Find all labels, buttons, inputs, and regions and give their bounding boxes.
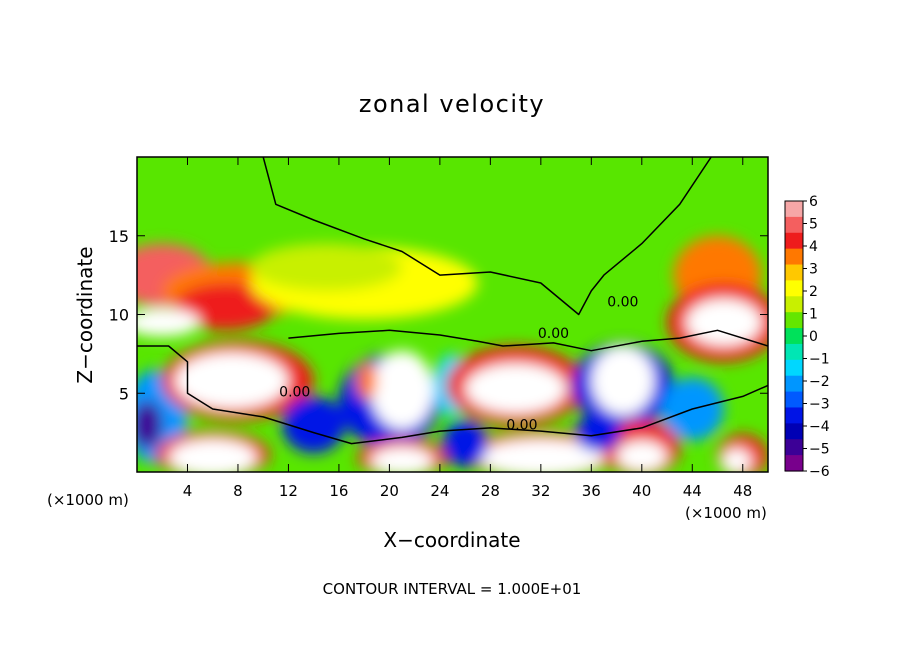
zero-contour-2 (288, 329, 768, 352)
contour-labels: 0.00 0.00 0.00 0.00 (279, 295, 638, 434)
zero-contour-1 (137, 345, 768, 445)
field-blob-5 (250, 243, 403, 291)
plot-area: 0.00 0.00 0.00 0.00 (137, 157, 768, 472)
zero-contour-0 (262, 157, 712, 316)
field-blob-13 (282, 396, 346, 454)
colorbar-swatch-4 (785, 264, 803, 282)
x-tick-label-40: 40 (632, 482, 651, 500)
contour-label-0: 0.00 (279, 384, 310, 400)
x-tick-label-44: 44 (683, 482, 702, 500)
colorbar-label-4: 2 (809, 284, 818, 300)
contour-label-2: 0.00 (538, 326, 569, 342)
colorbar-swatch-1 (785, 216, 803, 234)
colorbar-swatch-16 (785, 455, 803, 472)
colorbar-label-9: −3 (809, 397, 830, 413)
y-axis-label: Z−coordinate (73, 246, 97, 383)
x-tick-label-4: 4 (183, 482, 193, 500)
colorbar-swatch-12 (785, 391, 803, 409)
x-tick-label-32: 32 (531, 482, 550, 500)
y-tick-label-5: 5 (119, 384, 129, 403)
field-blob-12 (174, 352, 289, 409)
colorbar-label-3: 3 (809, 262, 818, 278)
colorbar-swatch-11 (785, 375, 803, 393)
colorbar-swatch-10 (785, 359, 803, 377)
zero-contours (137, 157, 768, 445)
y-tick-label-15: 15 (109, 227, 129, 246)
field-blob-34 (574, 413, 621, 452)
field-blob-26 (370, 446, 434, 472)
field-blob-2 (174, 283, 276, 331)
x-unit-left: (×1000 m) (47, 491, 129, 509)
colorbar-label-6: 0 (809, 329, 818, 345)
colorbar-label-7: −1 (809, 352, 830, 368)
field-blob-32 (721, 448, 752, 472)
chart-title: zonal velocity (359, 90, 545, 118)
colorbar-swatch-2 (785, 232, 803, 250)
x-tick-label-8: 8 (233, 482, 243, 500)
x-tick-label-16: 16 (329, 482, 348, 500)
x-axis-ticks: 4 8 12 16 20 24 28 32 36 40 44 48 (183, 157, 752, 500)
colorbar-swatch-7 (785, 312, 803, 329)
colorbar-swatch-6 (785, 296, 803, 313)
x-tick-label-28: 28 (481, 482, 500, 500)
field-blob-16 (356, 361, 377, 400)
colorbar-label-10: −4 (809, 419, 830, 435)
field-blob-28 (477, 438, 604, 472)
colorbar-swatch-14 (785, 423, 803, 440)
x-tick-label-24: 24 (430, 482, 449, 500)
x-tick-label-12: 12 (279, 482, 298, 500)
colorbar-swatch-0 (785, 201, 803, 218)
colorbar-swatch-5 (785, 280, 803, 297)
field-blob-8 (685, 298, 762, 346)
colorbar: 6 5 4 3 2 1 0 −1 −2 −3 −4 −5 −6 (784, 194, 830, 480)
field-blob-3 (137, 308, 201, 337)
colorbar-label-2: 4 (809, 239, 818, 255)
field-blob-15 (370, 350, 434, 430)
x-tick-label-48: 48 (733, 482, 752, 500)
field-blob-33 (442, 420, 488, 468)
colorbar-label-5: 1 (809, 307, 818, 323)
colorbar-label-11: −5 (809, 442, 830, 458)
colorbar-label-1: 5 (809, 217, 818, 233)
field-blob-30 (616, 440, 668, 472)
x-tick-label-20: 20 (380, 482, 399, 500)
colorbar-swatch-8 (785, 328, 803, 345)
y-axis-ticks: 5 10 15 (109, 227, 768, 403)
field-blob-21 (591, 346, 655, 416)
colorbar-label-0: 6 (809, 194, 818, 210)
x-axis-label: X−coordinate (383, 528, 520, 552)
field-blob-19 (465, 363, 567, 414)
contour-interval-note: CONTOUR INTERVAL = 1.000E+01 (323, 580, 582, 598)
colorbar-label-8: −2 (809, 374, 830, 390)
field-blob-10 (137, 401, 163, 449)
contour-label-3: 0.00 (607, 295, 638, 311)
x-unit-right: (×1000 m) (685, 504, 767, 522)
colorbar-label-12: −6 (809, 464, 830, 480)
y-tick-label-10: 10 (109, 306, 129, 325)
velocity-field (137, 235, 768, 472)
field-blob-24 (168, 438, 257, 472)
x-tick-label-36: 36 (582, 482, 601, 500)
colorbar-swatch-3 (785, 248, 803, 266)
colorbar-swatch-9 (785, 343, 803, 361)
contour-label-1: 0.00 (506, 417, 537, 433)
colorbar-swatch-13 (785, 407, 803, 424)
colorbar-swatch-15 (785, 439, 803, 456)
